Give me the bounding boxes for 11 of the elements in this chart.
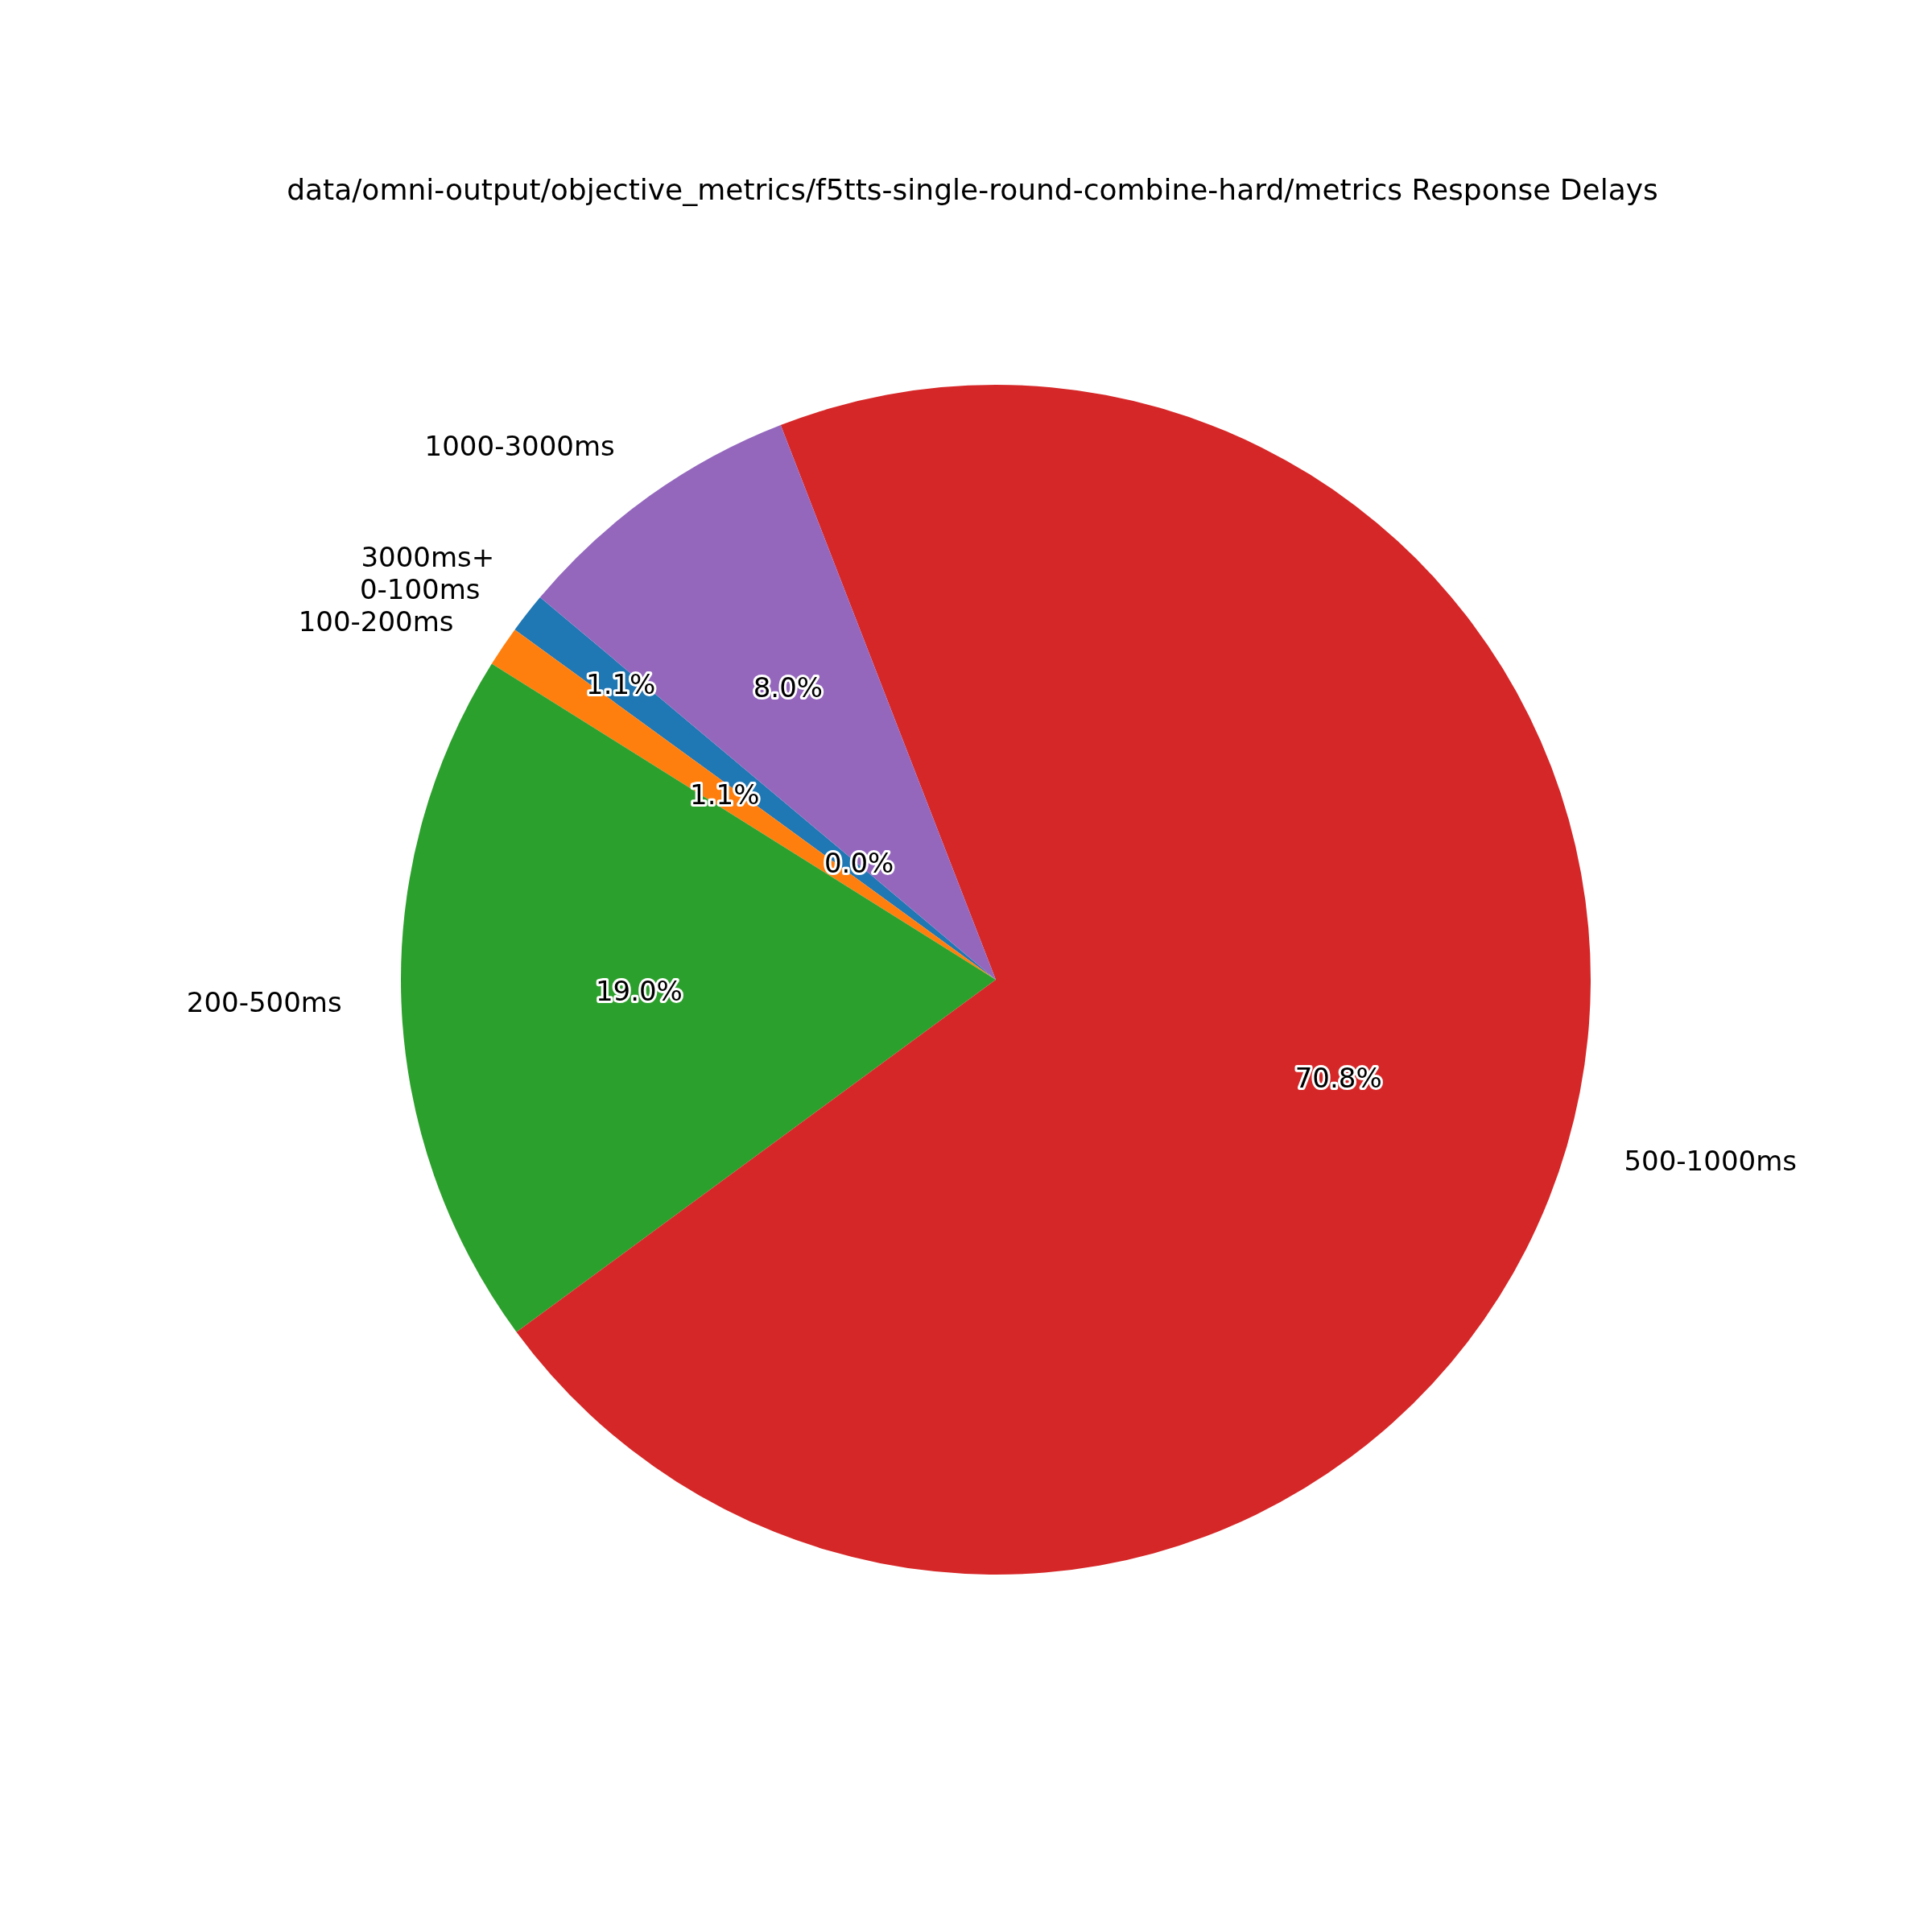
slice-label: 200-500ms — [186, 985, 342, 1018]
data-label: 8.0% — [753, 671, 824, 704]
slice-label: 0-100ms — [359, 572, 481, 605]
slice-label: 100-200ms — [298, 605, 454, 638]
data-label: 70.8% — [1294, 1061, 1382, 1094]
category-label: 3000ms+ — [361, 540, 495, 573]
pie-slice — [401, 663, 996, 1332]
slice-label: 1000-3000ms — [424, 429, 615, 462]
data-label: 19.0% — [595, 974, 683, 1007]
chart-title: data/omni-output/objective_metrics/f5tts-single-round-combine-hard/metrics Response Delays — [287, 173, 1658, 206]
slice-label: 500-1000ms — [1624, 1144, 1797, 1177]
